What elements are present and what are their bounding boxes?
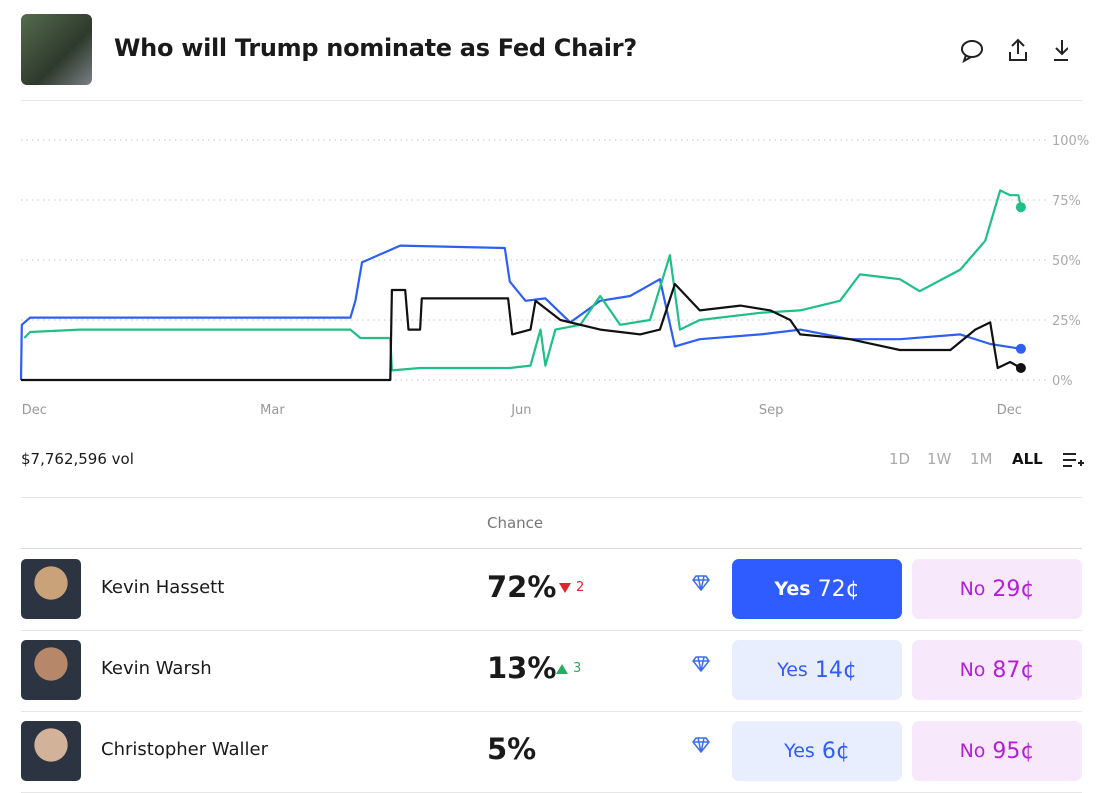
y-tick-label: 100%	[1052, 134, 1089, 149]
chance: 72%	[487, 570, 557, 604]
candidate-name: Kevin Warsh	[101, 658, 212, 679]
no-price: 95¢	[992, 738, 1035, 764]
market-title: Who will Trump nominate as Fed Chair?	[114, 34, 637, 62]
avatar	[21, 640, 81, 700]
range-button[interactable]: 1D	[889, 450, 911, 468]
x-tick-label: Jun	[510, 403, 531, 418]
candidate-name: Kevin Hassett	[101, 577, 225, 598]
price-chart: 0% 25% 50% 75% 100% Dec Mar Jun Sep Dec	[19, 134, 1089, 418]
end-dot	[1015, 202, 1026, 213]
range-button[interactable]: 1M	[970, 450, 993, 468]
yes-price: 14¢	[814, 657, 857, 683]
header-icons	[961, 38, 1068, 64]
y-tick-label: 25%	[1052, 314, 1081, 329]
yes-label: Yes	[774, 578, 811, 600]
yes-label: Yes	[784, 740, 815, 762]
x-tick-label: Sep	[759, 403, 784, 418]
change: 3	[556, 661, 581, 676]
chance: 13%	[487, 651, 557, 685]
y-tick-label: 50%	[1052, 254, 1081, 269]
series-line	[21, 282, 1022, 382]
download-icon[interactable]	[1054, 40, 1068, 61]
divider	[21, 100, 1082, 101]
y-tick-label: 0%	[1052, 374, 1073, 389]
divider	[21, 497, 1082, 498]
no-button[interactable]: No 95¢	[912, 721, 1082, 781]
no-price: 29¢	[992, 576, 1035, 602]
no-label: No	[959, 659, 986, 681]
trend-arrow	[556, 663, 568, 674]
avatar	[21, 721, 81, 781]
divider	[21, 548, 1082, 549]
range-button[interactable]: ALL	[1012, 450, 1043, 468]
x-tick-label: Dec	[997, 403, 1022, 418]
yes-button[interactable]: Yes 72¢	[732, 559, 902, 619]
yes-price: 72¢	[817, 576, 860, 602]
settings-icon[interactable]	[1062, 451, 1084, 469]
end-dot	[1015, 363, 1026, 373]
end-dot	[1015, 343, 1026, 354]
reward-icon[interactable]	[692, 737, 710, 753]
reward-icon[interactable]	[692, 656, 710, 672]
comment-icon[interactable]	[961, 40, 983, 64]
x-tick-label: Dec	[22, 403, 47, 418]
series-line	[19, 244, 1022, 381]
avatar	[21, 559, 81, 619]
share-icon[interactable]	[1009, 38, 1027, 61]
trend-arrow	[559, 582, 571, 593]
column-header: Chance	[487, 514, 544, 532]
change-value: 2	[576, 580, 585, 595]
reward-icon[interactable]	[692, 575, 710, 591]
no-button[interactable]: No 29¢	[912, 559, 1082, 619]
y-tick-label: 75%	[1052, 194, 1081, 209]
change-value: 3	[573, 661, 582, 676]
yes-label: Yes	[777, 659, 808, 681]
yes-button[interactable]: Yes 14¢	[732, 640, 902, 700]
divider	[21, 711, 1082, 712]
x-tick-label: Mar	[260, 403, 285, 418]
no-label: No	[959, 578, 986, 600]
yes-button[interactable]: Yes 6¢	[732, 721, 902, 781]
range-button[interactable]: 1W	[927, 450, 952, 468]
change: 2	[559, 580, 584, 595]
no-label: No	[959, 740, 986, 762]
no-price: 87¢	[992, 657, 1035, 683]
volume: $7,762,596 vol	[21, 450, 134, 468]
market-image	[21, 14, 92, 85]
yes-price: 6¢	[821, 738, 850, 764]
divider	[21, 630, 1082, 631]
no-button[interactable]: No 87¢	[912, 640, 1082, 700]
chance: 5%	[487, 732, 537, 766]
candidate-name: Christopher Waller	[101, 739, 269, 760]
